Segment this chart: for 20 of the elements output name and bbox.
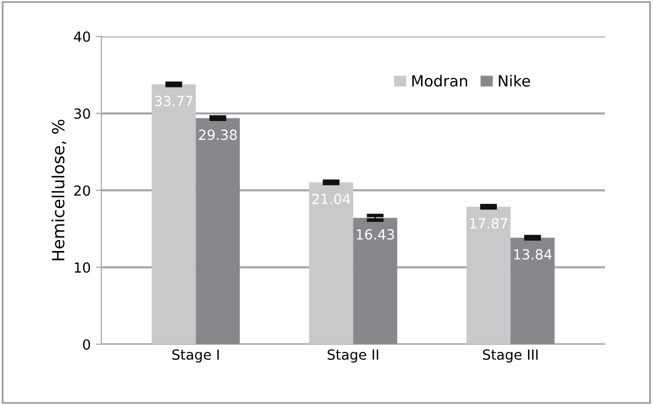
bar [309, 182, 354, 344]
bar [510, 238, 555, 344]
x-tick-label: Stage II [328, 349, 378, 363]
data-label: 13.84 [514, 249, 552, 260]
legend-label: Modran [412, 74, 468, 87]
x-tick-label: Stage I [172, 349, 219, 363]
data-label: 16.43 [356, 229, 394, 240]
bar [196, 118, 240, 344]
y-tick-label: 20 [74, 185, 90, 196]
bar [152, 84, 196, 344]
bar [466, 206, 511, 344]
bar [353, 218, 398, 344]
y-tick-label: 0 [83, 339, 90, 350]
y-tick-label: 30 [74, 108, 90, 119]
y-axis-title: Hemicellulose, % [52, 120, 66, 260]
legend-label: Nike [498, 74, 530, 87]
x-tick-label: Stage III [483, 349, 538, 363]
y-tick-label: 10 [74, 262, 90, 273]
y-tick-label: 40 [74, 31, 90, 42]
data-label: 29.38 [198, 130, 237, 140]
